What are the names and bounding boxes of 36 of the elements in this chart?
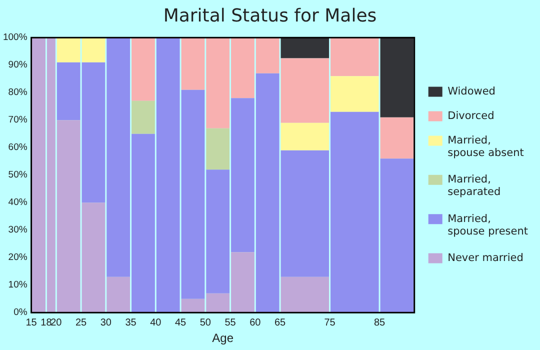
x-tick-label: 55 <box>224 317 236 328</box>
y-tick-label: 20% <box>8 252 28 264</box>
x-tick-label: 30 <box>100 317 112 328</box>
x-tick-label: 45 <box>174 317 187 328</box>
bar <box>132 38 155 101</box>
x-tick-label: 20 <box>50 317 62 328</box>
legend-label: Divorced <box>448 110 494 122</box>
x-tick-label: 15 <box>26 317 38 328</box>
bar <box>206 128 230 170</box>
y-tick-label: 80% <box>8 87 28 98</box>
y-tick-label: 10% <box>8 280 28 291</box>
x-tick-label: 35 <box>125 317 137 328</box>
x-tick-label: 50 <box>200 317 212 328</box>
chart-title: Marital Status for Males <box>163 5 377 26</box>
legend-label: Married, separated <box>448 174 501 198</box>
legend-label: Never married <box>448 252 524 264</box>
legend-label: Married, spouse present <box>448 212 528 238</box>
x-tick-label: 40 <box>150 317 162 328</box>
legend-label: Widowed <box>448 85 496 98</box>
legend-label: Married, spouse absent <box>448 134 524 160</box>
bar <box>132 100 155 134</box>
x-tick-label: 60 <box>250 317 262 328</box>
y-tick-label: 100% <box>2 32 28 44</box>
x-tick-label: 65 <box>274 317 286 328</box>
y-tick-label: 50% <box>8 170 28 181</box>
y-tick-label: 40% <box>8 197 28 208</box>
x-tick-label: 18 <box>40 317 52 328</box>
x-axis-title: Age <box>212 331 234 346</box>
y-tick-label: 30% <box>8 224 28 236</box>
x-tick-label: 75 <box>324 317 336 328</box>
x-tick-label: 25 <box>75 317 88 328</box>
y-tick-label: 70% <box>8 114 28 126</box>
y-tick-label: 60% <box>8 142 28 154</box>
y-tick-label: 90% <box>8 60 28 71</box>
y-tick-label: 0% <box>14 307 28 318</box>
x-tick-label: 85 <box>374 317 386 328</box>
